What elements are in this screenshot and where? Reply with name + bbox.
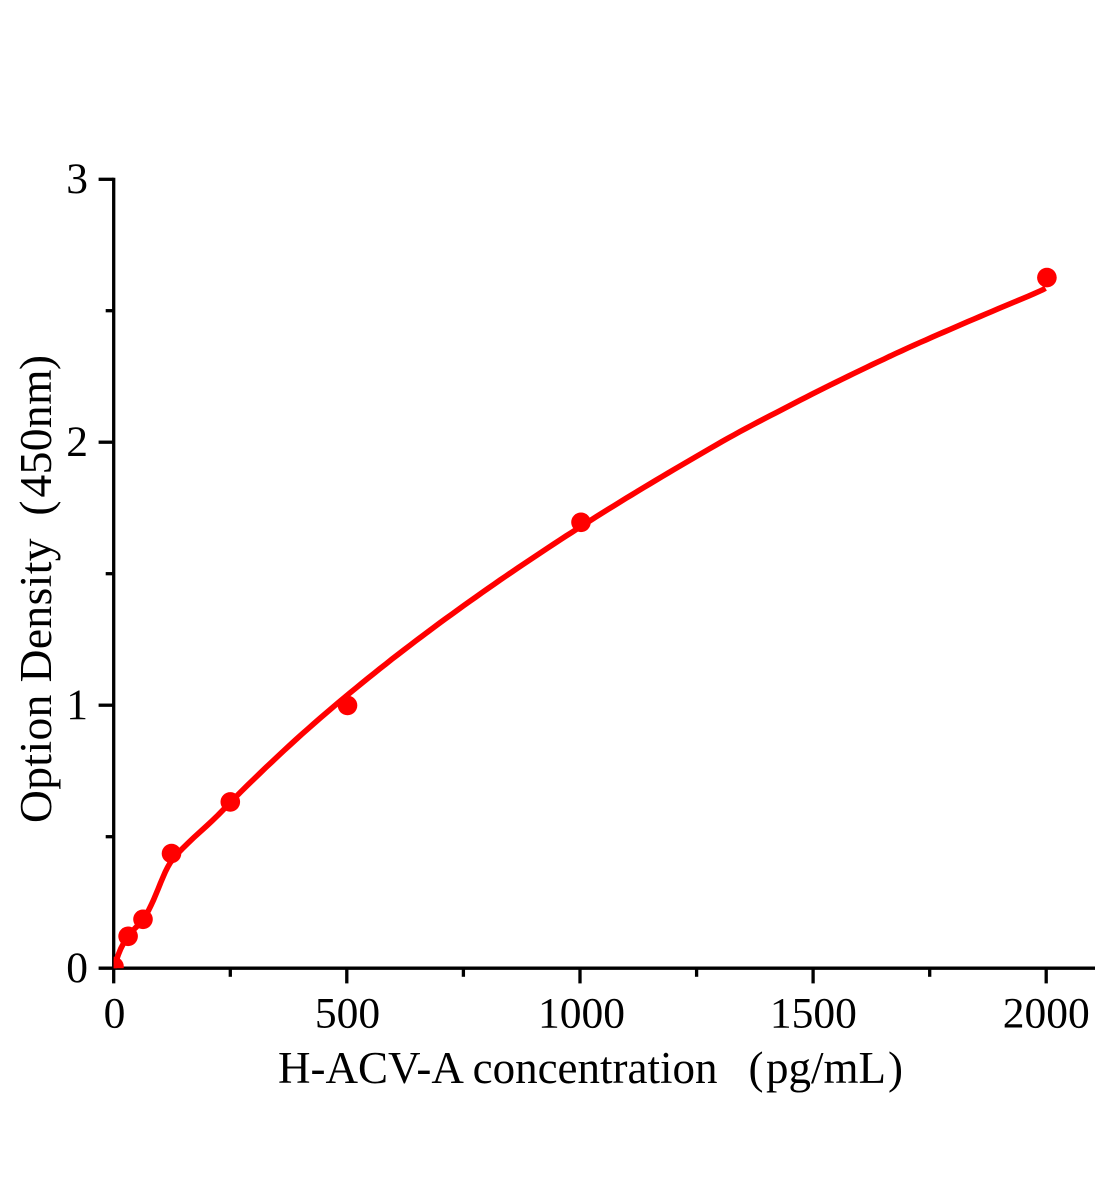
svg-text:Option Density(450nm): Option Density(450nm) xyxy=(10,355,61,823)
svg-text:1000: 1000 xyxy=(538,990,625,1038)
svg-text:1500: 1500 xyxy=(770,990,857,1038)
svg-text:0: 0 xyxy=(104,990,126,1038)
svg-text:2000: 2000 xyxy=(1003,990,1090,1038)
svg-text:1: 1 xyxy=(66,681,88,729)
svg-text:0: 0 xyxy=(66,944,88,992)
svg-text:H-ACV-A concentration(pg/mL): H-ACV-A concentration (pg/mL) xyxy=(278,1043,903,1093)
svg-text:500: 500 xyxy=(315,990,380,1038)
svg-text:3: 3 xyxy=(66,155,88,203)
svg-text:2: 2 xyxy=(66,418,88,466)
